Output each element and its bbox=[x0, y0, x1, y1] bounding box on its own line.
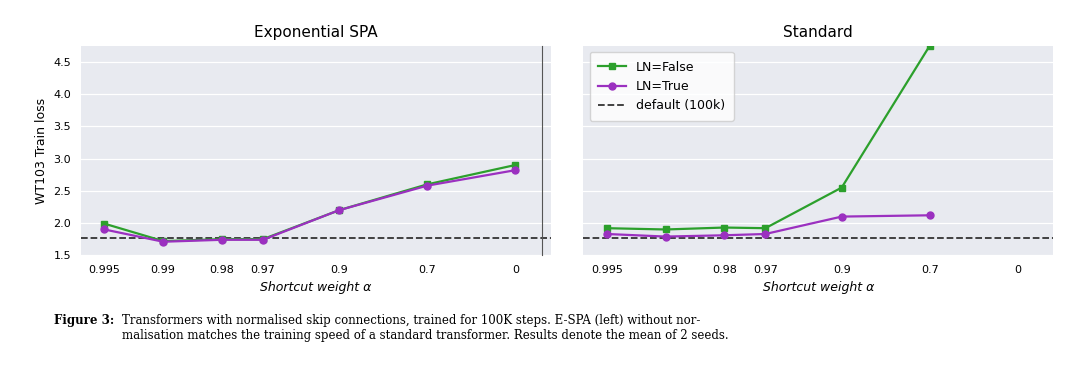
Title: Standard: Standard bbox=[783, 26, 853, 40]
Legend: LN=False, LN=True, default (100k): LN=False, LN=True, default (100k) bbox=[590, 52, 733, 121]
X-axis label: Shortcut weight α: Shortcut weight α bbox=[260, 280, 372, 293]
X-axis label: Shortcut weight α: Shortcut weight α bbox=[762, 280, 874, 293]
Y-axis label: WT103 Train loss: WT103 Train loss bbox=[35, 98, 48, 203]
Title: Exponential SPA: Exponential SPA bbox=[254, 26, 378, 40]
Text: Transformers with normalised skip connections, trained for 100K steps. E-SPA (le: Transformers with normalised skip connec… bbox=[122, 314, 729, 342]
Text: Figure 3:: Figure 3: bbox=[54, 314, 119, 327]
